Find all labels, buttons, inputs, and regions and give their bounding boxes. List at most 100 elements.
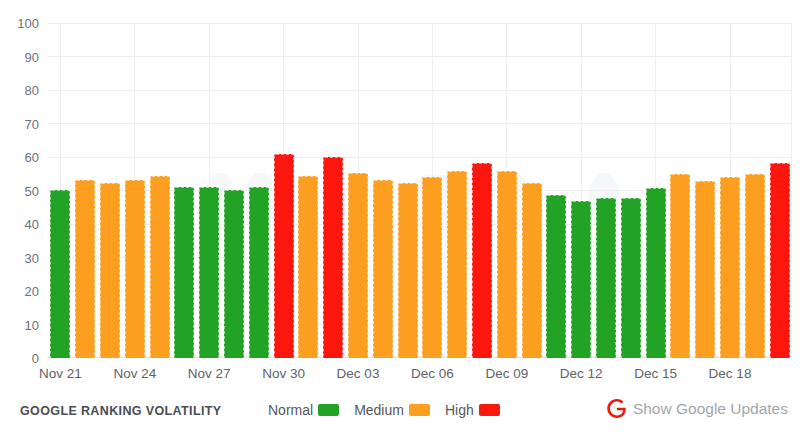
bars-area xyxy=(48,23,792,358)
bar-slot xyxy=(346,23,371,358)
chart-footer: GOOGLE RANKING VOLATILITY Normal Medium Hi… xyxy=(0,396,800,428)
ranking-volatility-widget: 0102030405060708090100 Nov 21Nov 24Nov 2… xyxy=(0,0,800,434)
bar-slot xyxy=(693,23,718,358)
y-axis: 0102030405060708090100 xyxy=(0,23,40,358)
show-google-updates-button[interactable]: Show Google Updates xyxy=(607,399,788,418)
bar-slot xyxy=(246,23,271,358)
bar-slot xyxy=(48,23,73,358)
volatility-bar-dec-08[interactable] xyxy=(472,163,492,358)
bar-slot xyxy=(470,23,495,358)
bar-slot xyxy=(544,23,569,358)
x-tick-label-nov-27: Nov 27 xyxy=(188,366,231,382)
legend-item-high[interactable]: High xyxy=(445,402,500,418)
y-tick-label-80: 80 xyxy=(25,84,39,97)
volatility-bar-dec-16[interactable] xyxy=(670,174,690,358)
x-tick-label-nov-30: Nov 30 xyxy=(262,366,305,382)
bar-slot xyxy=(718,23,743,358)
y-tick-label-50: 50 xyxy=(25,184,39,197)
bar-slot xyxy=(197,23,222,358)
legend-swatch-high xyxy=(479,404,500,416)
volatility-bar-nov-26[interactable] xyxy=(174,187,194,358)
bar-slot xyxy=(594,23,619,358)
y-tick-label-30: 30 xyxy=(25,251,39,264)
bar-slot xyxy=(172,23,197,358)
bar-slot xyxy=(618,23,643,358)
x-tick-label-dec-12: Dec 12 xyxy=(560,366,603,382)
volatility-bar-dec-05[interactable] xyxy=(398,183,418,358)
volatility-bar-dec-02[interactable] xyxy=(323,157,343,358)
bar-slot xyxy=(445,23,470,358)
volatility-bar-nov-28[interactable] xyxy=(224,190,244,358)
x-tick-label-dec-18: Dec 18 xyxy=(709,366,752,382)
bar-slot xyxy=(767,23,792,358)
x-tick-label-dec-06: Dec 06 xyxy=(411,366,454,382)
volatility-bar-dec-09[interactable] xyxy=(497,171,517,358)
volatility-bar-nov-27[interactable] xyxy=(199,187,219,358)
bar-slot xyxy=(98,23,123,358)
volatility-bar-dec-04[interactable] xyxy=(373,180,393,358)
volatility-bar-nov-24[interactable] xyxy=(125,180,145,358)
volatility-bar-dec-06[interactable] xyxy=(422,177,442,358)
y-tick-label-70: 70 xyxy=(25,117,39,130)
x-tick-label-dec-09: Dec 09 xyxy=(485,366,528,382)
bar-slot xyxy=(147,23,172,358)
volatility-bar-dec-10[interactable] xyxy=(522,183,542,358)
volatility-bar-nov-23[interactable] xyxy=(100,183,120,358)
legend-swatch-normal xyxy=(318,404,339,416)
chart-title: GOOGLE RANKING VOLATILITY xyxy=(20,404,222,418)
volatility-bar-nov-21[interactable] xyxy=(50,190,70,358)
volatility-bar-nov-22[interactable] xyxy=(75,180,95,358)
bar-slot xyxy=(742,23,767,358)
bar-slot xyxy=(420,23,445,358)
google-g-icon xyxy=(607,399,626,418)
bar-slot xyxy=(271,23,296,358)
volatility-bar-dec-15[interactable] xyxy=(646,188,666,358)
bar-slot xyxy=(643,23,668,358)
bar-slot xyxy=(494,23,519,358)
y-tick-label-10: 10 xyxy=(25,318,39,331)
volatility-bar-chart xyxy=(48,23,792,358)
x-tick-label-dec-15: Dec 15 xyxy=(634,366,677,382)
bar-slot xyxy=(395,23,420,358)
legend-swatch-medium xyxy=(409,404,430,416)
bar-slot xyxy=(569,23,594,358)
legend: Normal Medium High xyxy=(268,402,500,418)
volatility-bar-dec-07[interactable] xyxy=(447,171,467,358)
volatility-bar-dec-18[interactable] xyxy=(720,177,740,358)
volatility-bar-dec-19[interactable] xyxy=(745,174,765,358)
y-tick-label-0: 0 xyxy=(32,352,39,365)
volatility-bar-nov-25[interactable] xyxy=(150,176,170,358)
show-google-updates-label: Show Google Updates xyxy=(633,400,788,418)
x-tick-label-nov-21: Nov 21 xyxy=(39,366,82,382)
volatility-bar-dec-14[interactable] xyxy=(621,198,641,358)
legend-label-normal: Normal xyxy=(268,402,313,418)
volatility-bar-dec-20[interactable] xyxy=(770,163,790,358)
x-tick-label-dec-03: Dec 03 xyxy=(337,366,380,382)
bar-slot xyxy=(222,23,247,358)
bar-slot xyxy=(296,23,321,358)
legend-item-normal[interactable]: Normal xyxy=(268,402,339,418)
y-tick-label-100: 100 xyxy=(17,17,39,30)
volatility-bar-dec-12[interactable] xyxy=(571,201,591,358)
y-tick-label-20: 20 xyxy=(25,285,39,298)
volatility-bar-nov-29[interactable] xyxy=(249,187,269,358)
volatility-bar-dec-11[interactable] xyxy=(546,195,566,359)
volatility-bar-nov-30[interactable] xyxy=(274,154,294,358)
y-tick-label-90: 90 xyxy=(25,50,39,63)
bar-slot xyxy=(122,23,147,358)
y-tick-label-60: 60 xyxy=(25,151,39,164)
volatility-bar-dec-17[interactable] xyxy=(695,181,715,358)
bar-slot xyxy=(519,23,544,358)
legend-item-medium[interactable]: Medium xyxy=(354,402,430,418)
x-axis: Nov 21Nov 24Nov 27Nov 30Dec 03Dec 06Dec … xyxy=(48,366,792,386)
bar-slot xyxy=(668,23,693,358)
volatility-bar-dec-13[interactable] xyxy=(596,198,616,358)
y-tick-label-40: 40 xyxy=(25,218,39,231)
legend-label-high: High xyxy=(445,402,474,418)
bar-slot xyxy=(370,23,395,358)
volatility-bar-dec-03[interactable] xyxy=(348,173,368,358)
volatility-bar-dec-01[interactable] xyxy=(298,176,318,358)
legend-label-medium: Medium xyxy=(354,402,404,418)
bar-slot xyxy=(321,23,346,358)
bar-slot xyxy=(73,23,98,358)
